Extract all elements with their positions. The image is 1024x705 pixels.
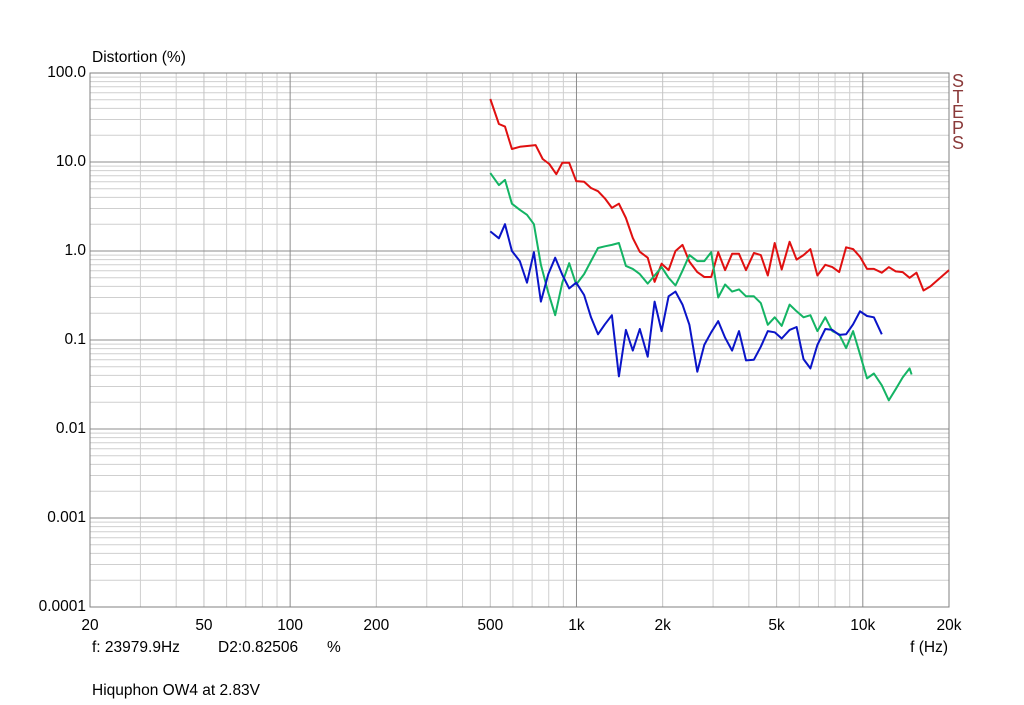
brand: STEPS — [951, 71, 964, 154]
cursor-unit: % — [327, 639, 341, 656]
caption: Hiquphon OW4 at 2.83V — [92, 682, 261, 699]
x-tick-label: 100 — [277, 617, 303, 634]
x-tick-label: 5k — [768, 617, 785, 634]
x-tick-label: 20 — [81, 617, 99, 634]
y-tick-label: 0.1 — [64, 331, 86, 348]
cursor-value: D2:0.82506 — [218, 639, 298, 656]
x-tick-label: 50 — [195, 617, 213, 634]
x-tick-label: 1k — [568, 617, 585, 634]
series-line — [489, 98, 950, 292]
y-tick-label: 0.0001 — [39, 598, 86, 615]
plot-frame — [89, 72, 950, 608]
y-tick-label: 100.0 — [47, 64, 86, 81]
y-tick-label: 1.0 — [64, 242, 86, 259]
x-tick-label: 200 — [363, 617, 389, 634]
series-line — [489, 172, 913, 402]
y-tick-label: 10.0 — [56, 153, 87, 170]
x-axis-label: f (Hz) — [910, 639, 948, 656]
series-line — [489, 223, 883, 378]
cursor-frequency: f: 23979.9Hz — [92, 639, 180, 656]
y-axis-label: Distortion (%) — [92, 49, 186, 66]
x-tick-label: 10k — [850, 617, 875, 634]
y-tick-label: 0.001 — [47, 509, 86, 526]
y-tick-label: 0.01 — [56, 420, 86, 437]
x-tick-label: 20k — [937, 617, 962, 634]
x-tick-label: 500 — [477, 617, 503, 634]
x-tick-label: 2k — [654, 617, 671, 634]
